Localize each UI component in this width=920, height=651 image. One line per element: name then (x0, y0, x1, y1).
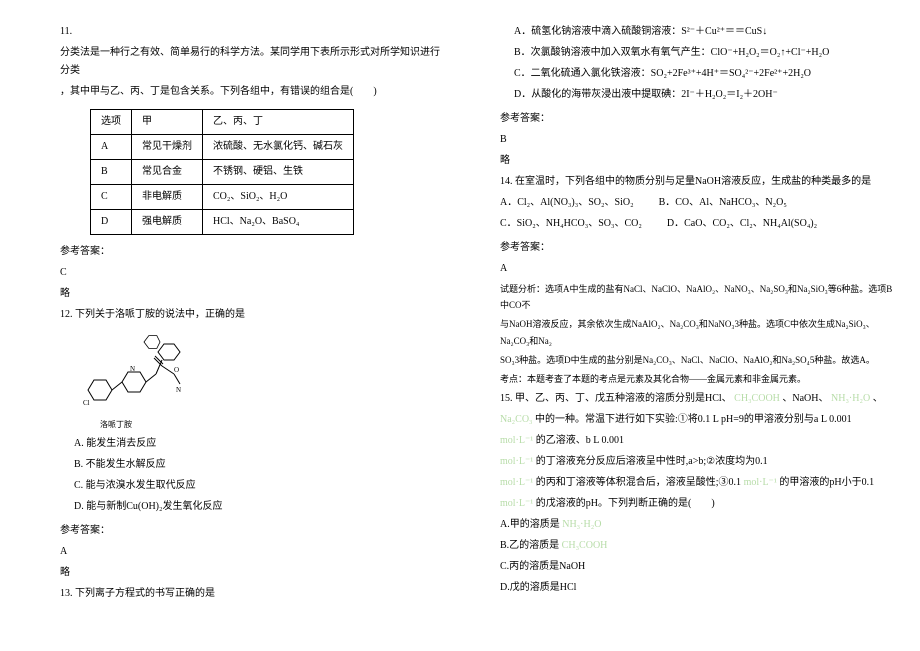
q13-opt-b: B．次氯酸钠溶液中加入双氧水有氧气产生：ClO⁻+H₂O₂＝O₂↑+Cl⁻+H₂… (514, 44, 900, 62)
q15-opt-c: C.丙的溶质是NaOH (500, 558, 900, 576)
q14-opt-b: B．CO、Al、NaHCO₃、N₂O₅ (659, 197, 787, 208)
page: 11. 分类法是一种行之有效、简单易行的科学方法。某同学用下表所示形式对所学知识… (0, 0, 920, 651)
q13-title: 13. 下列离子方程式的书写正确的是 (60, 585, 440, 603)
q15-opt-a: A.甲的溶质是 NH₃·H₂O (500, 516, 900, 534)
left-column: 11. 分类法是一种行之有效、简单易行的科学方法。某同学用下表所示形式对所学知识… (60, 20, 440, 631)
formula-na2co3: Na₂CO₃ (500, 414, 533, 425)
q15-line2: Na₂CO₃ 中的一种。常温下进行如下实验:①将0.1 L pH=9的甲溶液分别… (500, 411, 900, 429)
answer-label: 参考答案： (60, 522, 440, 540)
svg-text:N: N (176, 386, 181, 394)
q15-opt-b: B.乙的溶质是 CH₃COOH (500, 537, 900, 555)
q14-expl-2: 与NaOH溶液反应，其余依次生成NaAlO₂、Na₂CO₃和NaNO₃3种盐。选… (500, 316, 900, 348)
q14-title: 14. 在室温时，下列各组中的物质分别与足量NaOH溶液反应，生成盐的种类最多的… (500, 173, 900, 191)
q14-row1: A．Cl₂、Al(NO₃)₃、SO₂、SiO₂ B．CO、Al、NaHCO₃、N… (500, 194, 900, 212)
q12-opt-d: D. 能与新制Cu(OH)₂发生氧化反应 (74, 498, 440, 516)
th-opt: 选项 (91, 110, 132, 135)
q11-text-1: 分类法是一种行之有效、简单易行的科学方法。某同学用下表所示形式对所学知识进行分类 (60, 44, 440, 80)
molecule-icon: Cl N O N (80, 330, 190, 420)
table-row: A 常见干燥剂 浓硫酸、无水氯化钙、碱石灰 (91, 135, 354, 160)
svg-text:N: N (130, 365, 135, 373)
svg-text:O: O (174, 366, 179, 374)
th-rest: 乙、丙、丁 (203, 110, 354, 135)
formula-nh3h2o: NH₃·H₂O (831, 393, 870, 404)
q14-expl-1: 试题分析：选项A中生成的盐有NaCl、NaClO、NaAlO₂、NaNO₃、Na… (500, 281, 900, 313)
molecule-caption: 洛哌丁胺 (100, 418, 440, 432)
right-column: A．硫氢化钠溶液中滴入硫酸铜溶液：S²⁻＋Cu²⁺＝＝CuS↓ B．次氯酸钠溶液… (500, 20, 900, 631)
formula-molL: mol·L⁻¹ (500, 477, 533, 488)
q12-opt-a: A. 能发生消去反应 (74, 435, 440, 453)
q14-expl-4: 考点：本题考查了本题的考点是元素及其化合物——金属元素和非金属元素。 (500, 371, 900, 387)
table-row: 选项 甲 乙、丙、丁 (91, 110, 354, 135)
q12-note: 略 (60, 564, 440, 582)
q12-opt-c: C. 能与浓溴水发生取代反应 (74, 477, 440, 495)
q15-line1: 15. 甲、乙、丙、丁、戊五种溶液的溶质分别是HCl、 CH₃COOH 、NaO… (500, 390, 900, 408)
formula-molL: mol·L⁻¹ (744, 477, 777, 488)
molecule-figure: Cl N O N (80, 330, 190, 420)
table-row: D 强电解质 HCl、Na₂O、BaSO₄ (91, 210, 354, 235)
q12-answer: A (60, 543, 440, 561)
formula-nh3h2o: NH₃·H₂O (562, 519, 601, 530)
q13-answer: B (500, 131, 900, 149)
formula-ch3cooh: CH₃COOH (734, 393, 780, 404)
q15-line6: mol·L⁻¹ 的戊溶液的pH。下列判断正确的是( ) (500, 495, 900, 513)
q11-answer: C (60, 264, 440, 282)
formula-molL: mol·L⁻¹ (500, 435, 533, 446)
q15-line5: mol·L⁻¹ 的丙和丁溶液等体积混合后，溶液呈酸性;③0.1 mol·L⁻¹ … (500, 474, 900, 492)
th-jia: 甲 (132, 110, 203, 135)
q13-note: 略 (500, 152, 900, 170)
q13-opt-d: D．从酸化的海带灰浸出液中提取碘：2I⁻＋H₂O₂＝I₂＋2OH⁻ (514, 86, 900, 104)
q12-opt-b: B. 不能发生水解反应 (74, 456, 440, 474)
answer-label: 参考答案： (500, 239, 900, 257)
q11-table: 选项 甲 乙、丙、丁 A 常见干燥剂 浓硫酸、无水氯化钙、碱石灰 B 常见合金 … (90, 109, 354, 235)
q13-opt-c: C．二氧化硫通入氯化铁溶液：SO₂+2Fe³⁺+4H⁺＝SO₄²⁻+2Fe²⁺+… (514, 65, 900, 83)
q14-opt-a: A．Cl₂、Al(NO₃)₃、SO₂、SiO₂ (500, 197, 634, 208)
q14-answer: A (500, 260, 900, 278)
q14-expl-3: SO₃3种盐。选项D中生成的盐分别是Na₂CO₃、NaCl、NaClO、NaAl… (500, 352, 900, 368)
q15-opt-d: D.戊的溶质是HCl (500, 579, 900, 597)
answer-label: 参考答案： (500, 110, 900, 128)
formula-molL: mol·L⁻¹ (500, 456, 533, 467)
q11-note: 略 (60, 285, 440, 303)
table-row: C 非电解质 CO₂、SiO₂、H₂O (91, 185, 354, 210)
q12-title: 12. 下列关于洛哌丁胺的说法中，正确的是 (60, 306, 440, 324)
formula-molL: mol·L⁻¹ (500, 498, 533, 509)
q15-line3: mol·L⁻¹ 的乙溶液、b L 0.001 (500, 432, 900, 450)
q15-line4: mol·L⁻¹ 的丁溶液充分反应后溶液呈中性时,a>b;②浓度均为0.1 (500, 453, 900, 471)
table-row: B 常见合金 不锈钢、硬铝、生铁 (91, 160, 354, 185)
q14-opt-c: C．SiO₂、NH₄HCO₃、SO₃、CO₂ (500, 218, 642, 229)
svg-text:Cl: Cl (83, 399, 90, 407)
q11-number: 11. (60, 23, 440, 41)
q11-text-2: ，其中甲与乙、丙、丁是包含关系。下列各组中，有错误的组合是( ) (60, 83, 440, 101)
formula-ch3cooh: CH₃COOH (562, 540, 608, 551)
q14-opt-d: D．CaO、CO₂、Cl₂、NH₄Al(SO₄)₂ (667, 218, 817, 229)
q14-row2: C．SiO₂、NH₄HCO₃、SO₃、CO₂ D．CaO、CO₂、Cl₂、NH₄… (500, 215, 900, 233)
answer-label: 参考答案： (60, 243, 440, 261)
q13-opt-a: A．硫氢化钠溶液中滴入硫酸铜溶液：S²⁻＋Cu²⁺＝＝CuS↓ (514, 23, 900, 41)
